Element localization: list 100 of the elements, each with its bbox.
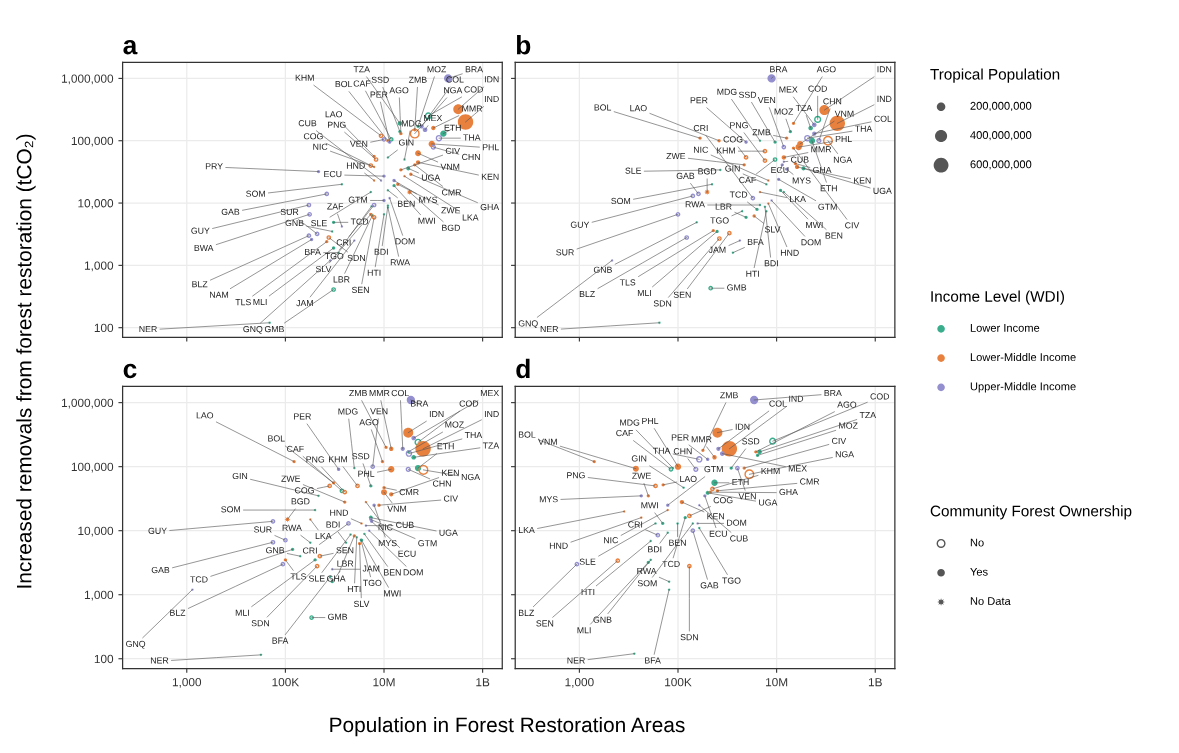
annotation: JAM [296, 300, 313, 307]
x-tick-label: 100K [272, 678, 300, 687]
legend-label: Upper-Middle Income [970, 382, 1076, 393]
annotation: CRI [693, 124, 708, 132]
annotation: GTM [818, 203, 837, 210]
annotation: KEN [481, 173, 499, 180]
annotation: ZWE [666, 153, 686, 160]
annotation: COD [870, 393, 890, 400]
annotation: UGA [873, 187, 892, 194]
annotation: MEX [788, 465, 807, 472]
annotation: TGO [710, 217, 729, 224]
annotation: BOL [335, 80, 353, 88]
annotation: CAF [739, 176, 756, 184]
annotation: MYS [792, 177, 811, 184]
annotation: IND [484, 411, 499, 418]
annotation: LAO [680, 475, 697, 483]
annotation: HND [346, 162, 365, 169]
annotation: IDN [877, 66, 892, 73]
annotation: CUB [396, 521, 414, 528]
annotation: MLI [637, 289, 651, 296]
annotation: COD [459, 400, 479, 407]
annotation: BLZ [170, 609, 186, 616]
annotation: GUY [191, 227, 210, 234]
annotation: MMR [369, 390, 390, 397]
annotation: MYS [419, 196, 438, 203]
annotation: CIV [845, 222, 860, 229]
annotation: IND [877, 95, 892, 102]
annotation: LBR [715, 203, 732, 210]
annotation: TGO [363, 579, 382, 586]
annotation: CRI [336, 239, 351, 246]
annotation: BGD [291, 498, 310, 505]
annotation: BEN [825, 232, 843, 239]
annotation: TGO [722, 577, 741, 584]
annotation: THA [464, 432, 483, 439]
annotation: CAF [616, 429, 633, 437]
annotation: ETH [732, 479, 749, 486]
annotation: SLE [311, 220, 327, 227]
y-tick-label: 10,000 [78, 526, 114, 537]
annotation: SEN [351, 286, 369, 293]
legend-label: 600,000,000 [970, 160, 1032, 170]
annotation: BOL [594, 104, 612, 111]
x-tick-label: 1,000 [172, 678, 202, 688]
annotation: GIN [631, 455, 647, 462]
annotation: UGA [421, 174, 441, 181]
annotation: CAF [287, 445, 304, 452]
legend-title: Income Level (WDI) [931, 290, 1064, 305]
y-tick-label: 1,000,000 [61, 74, 114, 85]
annotation: SOM [221, 506, 241, 513]
annotation: GNQ [126, 640, 146, 649]
annotation: SSD [352, 453, 370, 460]
annotation: DOM [395, 238, 415, 245]
annotation: MOZ [774, 108, 794, 115]
annotation: SLE [579, 558, 596, 565]
annotation: GAB [700, 582, 719, 589]
annotation: ZMB [349, 390, 367, 397]
annotation: MOZ [445, 421, 464, 428]
annotation: RWA [390, 259, 411, 266]
chart-title: d [516, 358, 530, 379]
annotation: COL [769, 400, 787, 407]
annotation: NIC [313, 143, 328, 150]
y-tick-label: 100,000 [71, 136, 114, 147]
annotation: CRI [628, 521, 643, 528]
annotation: BLZ [192, 281, 208, 288]
annotation: ECU [398, 550, 416, 557]
y-tick-label: 1,000,000 [61, 398, 114, 409]
annotation: CMR [800, 478, 820, 485]
annotation: NER [150, 657, 169, 664]
annotation: LKA [518, 526, 535, 533]
annotation: TCD [190, 576, 208, 583]
annotation: ZAF [327, 203, 344, 210]
annotation: NIC [693, 146, 709, 153]
annotation: BRA [465, 66, 484, 73]
annotation: RWA [637, 567, 657, 574]
annotation: HTI [367, 269, 381, 276]
x-axis-title: Population in Forest Restoration Areas [330, 716, 685, 737]
annotation: SLE [308, 575, 325, 582]
annotation: VNM [834, 110, 854, 117]
annotation: KHM [761, 467, 780, 474]
annotation: LBR [333, 276, 350, 283]
annotation: BEN [384, 569, 401, 576]
annotation: GHA [480, 203, 500, 211]
annotation: IDN [484, 76, 499, 83]
annotation: RWA [685, 201, 705, 208]
annotation: NIC [378, 524, 393, 531]
annotation: VEN [370, 408, 388, 415]
annotation: GNQ [518, 320, 538, 329]
annotation: GIN [232, 472, 248, 480]
annotation: MMR [811, 146, 832, 153]
annotation: TZA [353, 66, 370, 73]
y-tick-label: 100 [94, 654, 114, 664]
annotation: SLV [353, 600, 370, 607]
annotation: BWA [194, 244, 214, 251]
annotation: COL [874, 115, 892, 122]
annotation: VNM [387, 505, 407, 512]
annotation: MLI [253, 299, 267, 306]
annotation: SEN [536, 620, 554, 627]
annotation: ETH [437, 443, 454, 450]
annotation: NIC [604, 537, 619, 544]
annotation: MWI [806, 222, 823, 229]
annotation: BLZ [579, 290, 595, 297]
